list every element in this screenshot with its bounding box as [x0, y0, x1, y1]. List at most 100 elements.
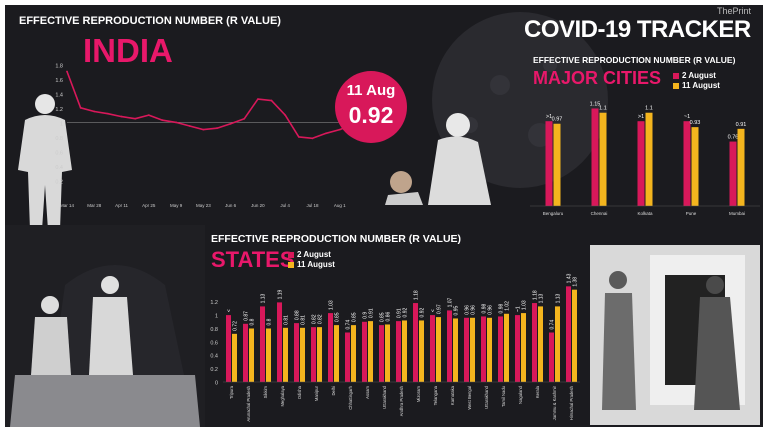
cities-category-label: Mumbai [729, 211, 745, 216]
states-bar [260, 306, 265, 382]
states-bar [300, 327, 305, 382]
states-bar [351, 325, 356, 382]
india-data-point [93, 110, 96, 113]
cities-heading: EFFECTIVE REPRODUCTION NUMBER (R VALUE) [533, 55, 736, 65]
cities-category-label: Pune [686, 211, 697, 216]
states-bar [555, 306, 560, 382]
india-x-tick: Apr 25 [142, 203, 156, 208]
states-bar [345, 332, 350, 382]
india-title: INDIA [83, 32, 173, 69]
states-legend-aug11: 11 August [297, 260, 335, 269]
india-data-point [229, 122, 232, 125]
states-value-label: 0.91 [368, 308, 374, 318]
states-value-label: 0.82 [317, 314, 323, 324]
cities-category-label: Kolkata [637, 211, 653, 216]
states-legend-swatch-aug11 [288, 262, 294, 268]
states-value-label: 0.85 [334, 312, 340, 322]
cities-bar [683, 121, 691, 206]
states-category-label: Uttarakhand [382, 385, 387, 408]
states-value-label: 1.13 [555, 293, 561, 303]
cities-value-label: >1 [638, 114, 644, 120]
cities-bar [553, 123, 561, 206]
states-bar [413, 303, 418, 382]
cities-bar [545, 121, 553, 206]
india-badge [335, 71, 407, 143]
states-value-label: 0.88 [294, 310, 300, 320]
states-category-label: Odisha [297, 385, 302, 399]
cities-legend-aug11: 11 August [682, 81, 720, 90]
india-data-point [297, 135, 300, 138]
india-data-point [120, 115, 123, 118]
cities-value-label: 0.97 [552, 117, 563, 123]
states-bar [436, 317, 441, 382]
india-data-point [161, 119, 164, 122]
india-x-tick: Jun 20 [251, 203, 265, 208]
states-value-label: 0.96 [487, 305, 493, 315]
states-category-label: Uttarakhand [484, 385, 489, 408]
states-value-label: 1.03 [521, 300, 527, 310]
india-badge-date: 11 Aug [346, 82, 396, 99]
states-value-label: 1.02 [504, 301, 510, 311]
india-x-tick: May 9 [170, 203, 183, 208]
states-heading: EFFECTIVE REPRODUCTION NUMBER (R VALUE) [211, 233, 462, 245]
states-bar [249, 328, 254, 382]
india-data-point [311, 137, 314, 140]
states-category-label: Andhra Pradesh [399, 385, 404, 416]
states-category-label: Mizoram [416, 385, 421, 402]
states-value-label: 0.96 [464, 305, 470, 315]
india-y-tick: 0.4 [55, 165, 63, 171]
cities-bar [591, 108, 599, 206]
states-category-label: Jammu & Kashmir [552, 385, 557, 420]
cities-title: MAJOR CITIES [533, 68, 662, 88]
states-value-label: 1.07 [447, 297, 453, 307]
cities-category-label: Bengaluru [543, 211, 564, 216]
infographic: EFFECTIVE REPRODUCTION NUMBER (R VALUE) … [5, 5, 763, 427]
states-y-tick: 0.8 [210, 327, 218, 333]
states-value-label: 1.19 [277, 289, 283, 299]
states-bar [328, 313, 333, 382]
states-value-label: 1.03 [328, 300, 334, 310]
india-data-point [175, 121, 177, 124]
states-value-label: 1.38 [572, 277, 578, 287]
india-data-point [134, 117, 137, 120]
india-data-point [147, 114, 150, 117]
states-value-label: 0.81 [283, 315, 289, 325]
states-category-label: Assam [365, 386, 370, 399]
cities-category-label: Chennai [591, 211, 608, 216]
cities-value-label: 0.76 [728, 135, 739, 141]
states-value-label: 0.98 [481, 303, 487, 313]
states-bar [419, 320, 424, 382]
states-value-label: 0.97 [436, 304, 442, 314]
states-bar [232, 333, 237, 382]
states-bar [283, 327, 288, 382]
tracker-title: COVID-19 TRACKER [524, 16, 751, 43]
states-title: STATES [211, 247, 295, 272]
india-y-tick: 0.8 [55, 136, 63, 142]
cities-bar [691, 127, 699, 206]
india-data-point [66, 70, 68, 73]
india-data-point [188, 125, 191, 127]
states-category-label: Kerala [535, 385, 540, 398]
states-y-tick: 0.4 [210, 354, 218, 360]
hospital-photo [5, 225, 205, 427]
states-value-label: 0.85 [379, 312, 385, 322]
states-value-label: 1.13 [538, 293, 544, 303]
india-x-tick: Aug 1 [334, 203, 346, 208]
states-category-label: Nagaland [518, 385, 523, 404]
states-bar [481, 316, 486, 382]
states-bar [430, 315, 435, 382]
states-category-label: Delhi [331, 386, 336, 396]
states-category-label: Telangana [433, 385, 438, 405]
india-data-point [243, 117, 246, 120]
india-data-point [107, 112, 109, 115]
states-bar [226, 315, 231, 382]
india-x-tick: May 23 [196, 203, 211, 208]
states-category-label: West Bengal [467, 386, 472, 410]
states-category-label: Himachal Pradesh [569, 385, 574, 420]
india-badge-value: 0.92 [348, 102, 394, 128]
india-x-tick: Jun 6 [225, 203, 237, 208]
india-data-point [325, 132, 327, 135]
states-bar [311, 327, 316, 382]
india-y-tick: 0.6 [55, 150, 63, 156]
states-bar [277, 302, 282, 382]
